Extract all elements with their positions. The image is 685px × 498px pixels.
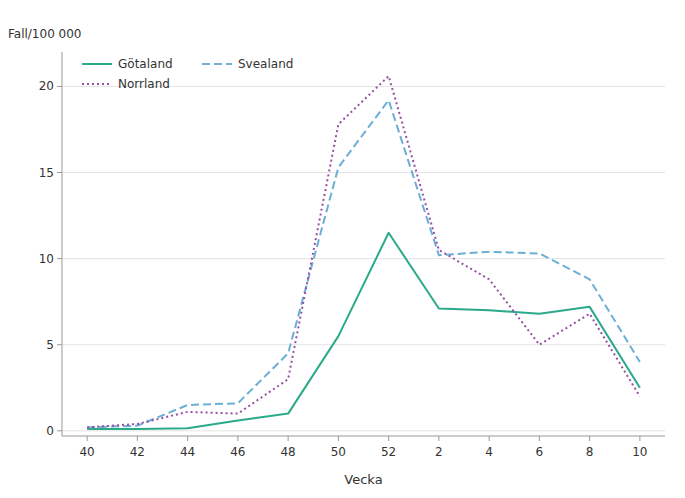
y-tick — [57, 430, 62, 431]
x-tick — [237, 436, 238, 441]
y-tick-label: 15 — [39, 166, 54, 180]
x-tick-label: 46 — [230, 445, 245, 459]
y-axis-label: Fall/100 000 — [8, 27, 82, 41]
y-axis-line — [62, 52, 63, 436]
grid-line — [62, 172, 665, 173]
grid-line — [62, 258, 665, 259]
series-line — [87, 76, 640, 427]
x-tick-label: 6 — [536, 445, 544, 459]
y-tick — [57, 258, 62, 259]
y-tick — [57, 344, 62, 345]
legend-label: Norrland — [118, 77, 170, 91]
legend-label: Svealand — [238, 57, 293, 71]
chart: 0510152040424446485052246810VeckaFall/10… — [0, 0, 685, 498]
x-tick — [589, 436, 590, 441]
y-tick-label: 5 — [46, 338, 54, 352]
x-tick — [639, 436, 640, 441]
legend-label: Götaland — [118, 57, 173, 71]
y-tick-label: 20 — [39, 79, 54, 93]
x-tick-label: 10 — [632, 445, 647, 459]
x-tick-label: 2 — [435, 445, 443, 459]
grid-line — [62, 344, 665, 345]
x-tick-label: 52 — [381, 445, 396, 459]
grid-line — [62, 430, 665, 431]
x-tick-label: 50 — [331, 445, 346, 459]
legend-swatch — [82, 63, 112, 65]
x-tick — [137, 436, 138, 441]
x-tick-label: 48 — [280, 445, 295, 459]
x-tick — [489, 436, 490, 441]
x-tick-label: 4 — [485, 445, 493, 459]
x-axis-line — [62, 436, 665, 437]
x-tick — [288, 436, 289, 441]
y-tick-label: 0 — [46, 424, 54, 438]
x-tick — [338, 436, 339, 441]
y-tick — [57, 86, 62, 87]
lines — [87, 76, 640, 429]
x-axis-label: Vecka — [344, 472, 382, 487]
x-tick — [438, 436, 439, 441]
x-tick-label: 40 — [79, 445, 94, 459]
x-tick — [539, 436, 540, 441]
x-tick-label: 8 — [586, 445, 594, 459]
x-tick — [87, 436, 88, 441]
x-tick-label: 42 — [130, 445, 145, 459]
y-tick-label: 10 — [39, 252, 54, 266]
x-tick — [388, 436, 389, 441]
legend-swatch — [82, 83, 112, 85]
y-tick — [57, 172, 62, 173]
series-line — [87, 100, 640, 427]
axes: 0510152040424446485052246810 — [39, 52, 665, 459]
grid — [62, 86, 665, 430]
legend: Götaland Svealand Norrland — [82, 57, 293, 91]
legend-swatch — [202, 63, 232, 65]
x-tick-label: 44 — [180, 445, 195, 459]
x-tick — [187, 436, 188, 441]
